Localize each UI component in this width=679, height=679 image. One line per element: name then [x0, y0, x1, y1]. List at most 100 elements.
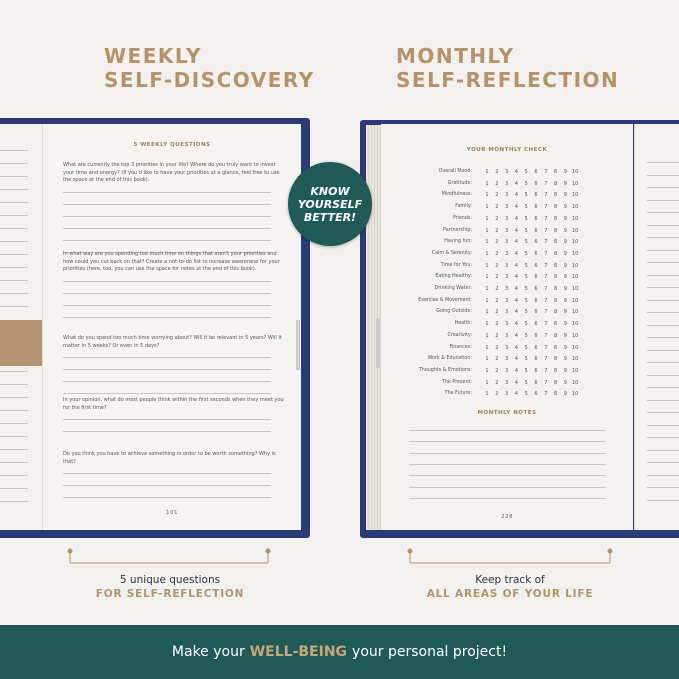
scale-number: 7: [544, 344, 548, 351]
scale-number: 10: [572, 379, 579, 386]
scale-number: 4: [514, 262, 518, 269]
check-label: The Future:: [444, 391, 472, 397]
writing-line: [647, 287, 679, 288]
scale-number: 9: [563, 227, 567, 234]
check-label: Work & Education:: [427, 356, 472, 362]
scale-number: 1: [485, 180, 489, 187]
writing-line: [647, 462, 679, 463]
writing-line: [647, 424, 679, 426]
writing-line: [63, 485, 271, 486]
writing-line: [63, 357, 271, 358]
tab: [0, 320, 42, 366]
scale-number: 7: [544, 356, 548, 363]
writing-line: [0, 436, 28, 437]
writing-line: [647, 299, 679, 301]
page-title: MONTHLY NOTES: [477, 410, 537, 416]
page: YOUR MONTHLY CHECK MONTHLY NOTES 228 Ove…: [381, 124, 633, 530]
scale-number: 4: [514, 344, 518, 351]
writing-line: [647, 449, 679, 451]
scale-number: 8: [554, 250, 558, 257]
scale-number: 9: [563, 332, 567, 339]
scale-number: 1: [485, 309, 489, 316]
writing-line: [0, 202, 28, 203]
heading-line: SELF-REFLECTION: [396, 68, 620, 92]
writing-line: [0, 254, 28, 255]
scale-number: 7: [544, 379, 548, 386]
scale-number: 4: [514, 227, 518, 234]
scale-number: 3: [505, 274, 509, 281]
scale-number: 10: [572, 169, 579, 175]
scale-number: 4: [514, 192, 518, 199]
scale-number: 9: [563, 192, 567, 199]
scale-number: 1: [485, 169, 489, 175]
scale-number: 3: [505, 227, 509, 234]
scale-number: 1: [485, 286, 489, 292]
scale-number: 6: [534, 356, 538, 363]
writing-line: [0, 267, 28, 268]
scale-number: 5: [524, 250, 528, 257]
scale-number: 7: [544, 309, 548, 316]
caption: Keep track of ALL AREAS OF YOUR LIFE: [410, 573, 610, 601]
scale-number: 3: [505, 391, 509, 398]
question: In what way are you spending too much ti…: [63, 251, 280, 272]
scale-number: 5: [524, 262, 528, 269]
scale-number: 5: [524, 215, 528, 222]
question: What are currently the top 3 priorities …: [63, 162, 280, 183]
scale-number: 10: [572, 309, 579, 316]
page-number: 101: [166, 510, 178, 516]
scale-number: 3: [505, 332, 509, 339]
scale-number: 2: [495, 227, 499, 234]
scale-number: 4: [514, 239, 518, 246]
writing-line: [63, 369, 271, 370]
writing-line: [63, 204, 271, 205]
scale-number: 1: [485, 239, 489, 246]
writing-line: [647, 374, 679, 376]
scale-number: 6: [534, 367, 538, 374]
scale-number: 8: [554, 356, 558, 363]
scale-number: 8: [554, 332, 558, 339]
scale-number: 5: [524, 239, 528, 246]
scale-number: 2: [495, 239, 499, 246]
check-label: Health:: [454, 321, 472, 327]
scale-number: 5: [524, 332, 528, 339]
scale-number: 8: [554, 262, 558, 269]
scale-number: 7: [544, 321, 548, 328]
scale-number: 6: [534, 321, 538, 328]
scale-number: 4: [514, 286, 518, 292]
writing-line: [647, 499, 679, 501]
scale-number: 2: [495, 204, 499, 211]
writing-line: [409, 441, 605, 443]
writing-line: [0, 163, 28, 164]
page: [634, 124, 679, 530]
scale-number: 10: [572, 321, 579, 328]
scale-number: 5: [524, 180, 528, 187]
scale-number: 2: [495, 250, 499, 257]
scale-number: 9: [563, 262, 567, 269]
scale-number: 7: [544, 297, 548, 304]
scale-number: 4: [514, 391, 518, 398]
page: 5 WEEKLY QUESTIONS 101 What are currentl…: [43, 124, 301, 530]
scale-number: 3: [505, 192, 509, 199]
scale-number: 10: [572, 215, 579, 222]
scale-number: 2: [495, 215, 499, 222]
check-label: Exercise & Movement:: [418, 297, 472, 303]
scale-number: 6: [534, 250, 538, 257]
scale-number: 10: [572, 367, 579, 374]
scale-number: 9: [563, 169, 567, 175]
writing-line: [63, 497, 271, 498]
badge: KNOW YOURSELF BETTER!: [288, 162, 372, 246]
scale-number: 6: [534, 169, 538, 175]
check-label: Creativity:: [447, 332, 472, 338]
scale-number: 4: [514, 321, 518, 328]
writing-line: [0, 410, 28, 411]
writing-line: [647, 412, 679, 413]
scale-number: 6: [534, 309, 538, 316]
scale-number: 9: [563, 215, 567, 222]
scale-number: 1: [485, 297, 489, 304]
scale-number: 9: [563, 309, 567, 316]
scale-number: 9: [563, 274, 567, 281]
scale-number: 8: [554, 169, 558, 175]
writing-line: [647, 362, 679, 363]
scale-number: 4: [514, 356, 518, 363]
check-label: Drinking Water:: [434, 286, 472, 291]
